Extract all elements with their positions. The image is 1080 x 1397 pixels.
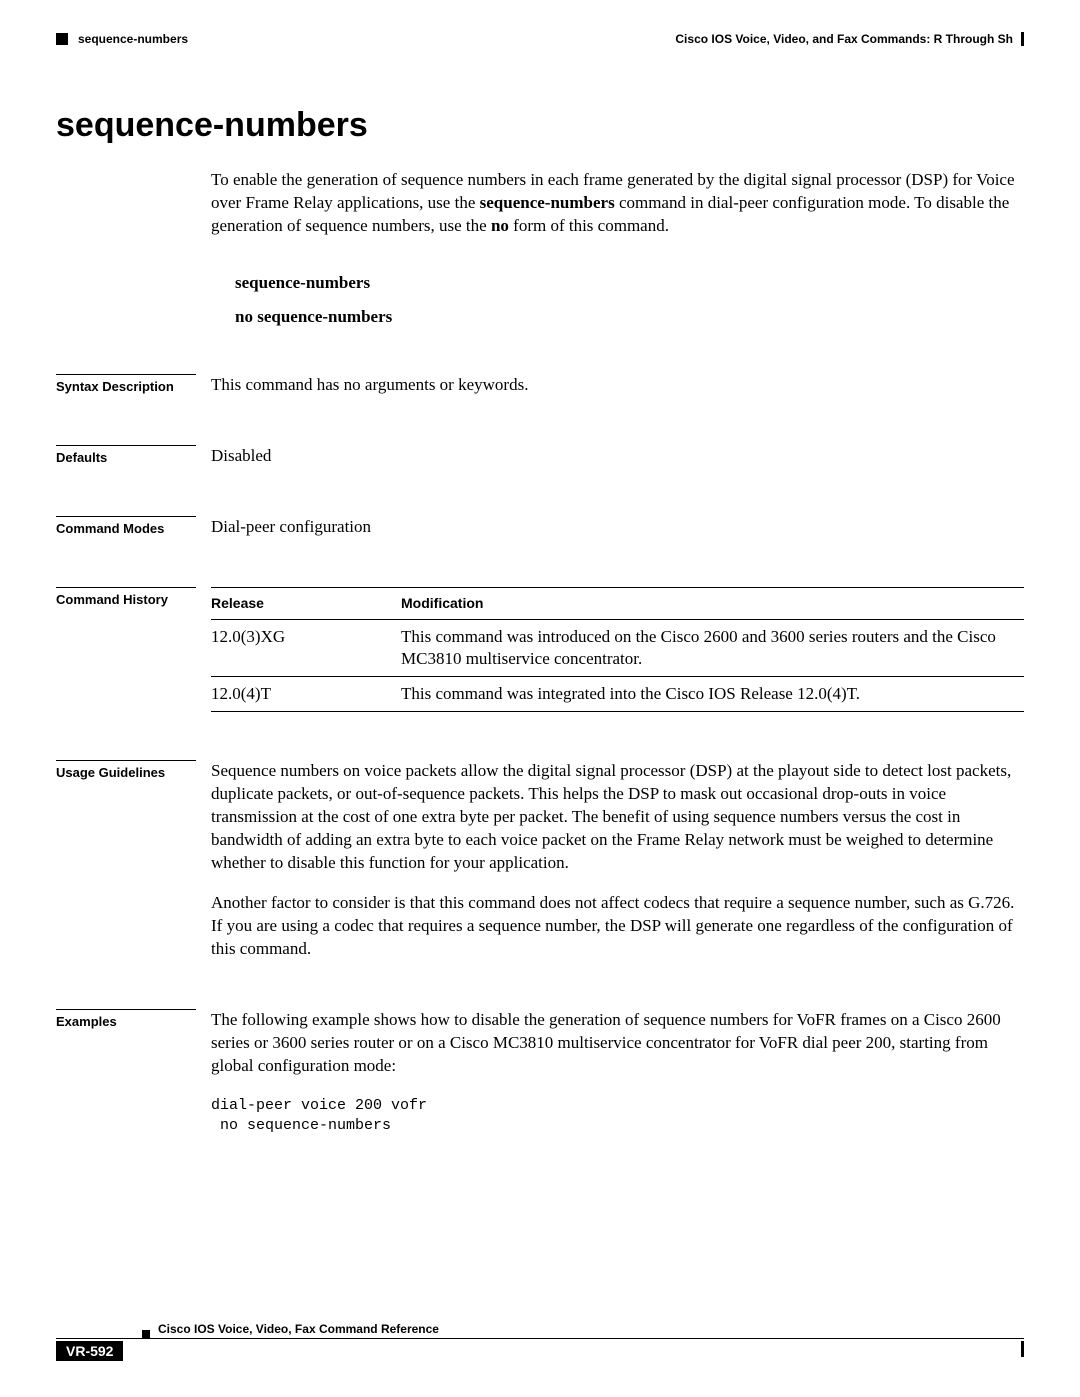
command-modes-text: Dial-peer configuration: [211, 517, 371, 536]
intro-bold-1: sequence-numbers: [480, 193, 615, 212]
page-title: sequence-numbers: [56, 106, 1024, 145]
cell-modification: This command was introduced on the Cisco…: [401, 619, 1024, 676]
footer-marker-icon: [142, 1330, 150, 1338]
command-history-table: Release Modification 12.0(3)XG This comm…: [211, 587, 1024, 712]
section-body: The following example shows how to disab…: [211, 1009, 1024, 1135]
table-header-release: Release: [211, 587, 401, 619]
defaults-text: Disabled: [211, 446, 271, 465]
example-code-block: dial-peer voice 200 vofr no sequence-num…: [211, 1096, 1024, 1135]
section-label: Syntax Description: [56, 374, 196, 394]
syntax-line-1: sequence-numbers: [235, 266, 1024, 300]
section-body: Dial-peer configuration: [211, 516, 1024, 539]
section-command-history: Command History Release Modification 12.…: [56, 587, 1024, 712]
section-label: Examples: [56, 1009, 196, 1029]
cell-release: 12.0(4)T: [211, 676, 401, 711]
section-syntax-description: Syntax Description This command has no a…: [56, 374, 1024, 397]
intro-paragraph: To enable the generation of sequence num…: [211, 169, 1024, 238]
syntax-block: sequence-numbers no sequence-numbers: [235, 266, 1024, 334]
page: sequence-numbers Cisco IOS Voice, Video,…: [0, 0, 1080, 1397]
page-footer: Cisco IOS Voice, Video, Fax Command Refe…: [56, 1338, 1024, 1361]
table-row: 12.0(4)T This command was integrated int…: [211, 676, 1024, 711]
section-usage-guidelines: Usage Guidelines Sequence numbers on voi…: [56, 760, 1024, 962]
intro-text-3: form of this command.: [509, 216, 669, 235]
header-right: Cisco IOS Voice, Video, and Fax Commands…: [675, 32, 1024, 46]
page-number: VR-592: [56, 1341, 123, 1361]
section-body: Disabled: [211, 445, 1024, 468]
footer-title: Cisco IOS Voice, Video, Fax Command Refe…: [158, 1322, 439, 1336]
usage-p2: Another factor to consider is that this …: [211, 892, 1024, 961]
cell-modification: This command was integrated into the Cis…: [401, 676, 1024, 711]
examples-text: The following example shows how to disab…: [211, 1009, 1024, 1078]
section-body: Sequence numbers on voice packets allow …: [211, 760, 1024, 962]
header-left-label: sequence-numbers: [78, 32, 188, 46]
header-right-label: Cisco IOS Voice, Video, and Fax Commands…: [675, 32, 1013, 46]
section-command-modes: Command Modes Dial-peer configuration: [56, 516, 1024, 539]
table-row: 12.0(3)XG This command was introduced on…: [211, 619, 1024, 676]
usage-p1: Sequence numbers on voice packets allow …: [211, 760, 1024, 875]
intro-bold-2: no: [491, 216, 509, 235]
header-left: sequence-numbers: [56, 32, 188, 46]
footer-bar-icon: [1021, 1341, 1024, 1357]
cell-release: 12.0(3)XG: [211, 619, 401, 676]
section-defaults: Defaults Disabled: [56, 445, 1024, 468]
syntax-desc-text: This command has no arguments or keyword…: [211, 375, 528, 394]
section-body: This command has no arguments or keyword…: [211, 374, 1024, 397]
section-examples: Examples The following example shows how…: [56, 1009, 1024, 1135]
header-marker-icon: [56, 33, 68, 45]
section-label: Usage Guidelines: [56, 760, 196, 780]
intro-block: To enable the generation of sequence num…: [211, 169, 1024, 334]
syntax-line-2: no sequence-numbers: [235, 300, 1024, 334]
table-header-modification: Modification: [401, 587, 1024, 619]
header-bar-icon: [1021, 32, 1024, 46]
section-label: Defaults: [56, 445, 196, 465]
footer-rule: VR-592: [56, 1338, 1024, 1361]
section-label: Command History: [56, 587, 196, 607]
section-label: Command Modes: [56, 516, 196, 536]
section-body: Release Modification 12.0(3)XG This comm…: [211, 587, 1024, 712]
page-header: sequence-numbers Cisco IOS Voice, Video,…: [56, 32, 1024, 46]
